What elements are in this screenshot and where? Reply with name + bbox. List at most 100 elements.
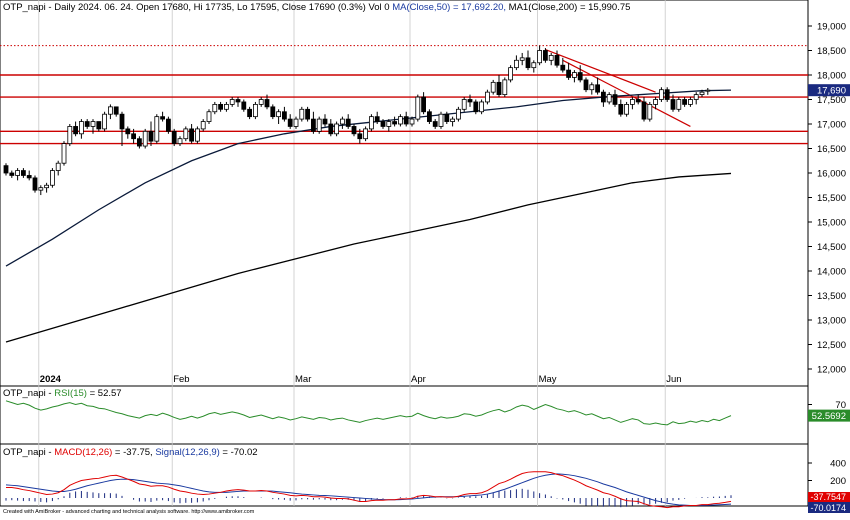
candle xyxy=(148,121,154,147)
candle-body xyxy=(606,94,612,103)
candle xyxy=(606,92,612,105)
candle-body xyxy=(676,99,682,110)
candle-body xyxy=(50,170,55,186)
candle xyxy=(241,99,247,112)
price-axis-label: 12,000 xyxy=(817,365,846,376)
candle xyxy=(212,101,218,115)
candle xyxy=(281,106,287,122)
candle xyxy=(484,89,490,105)
candle-body xyxy=(90,121,96,127)
candle xyxy=(363,126,369,142)
candle-body xyxy=(9,172,15,176)
candle-body xyxy=(577,72,583,81)
date-axis-label: 2024 xyxy=(40,374,62,385)
candle-body xyxy=(171,130,177,145)
candle-body xyxy=(664,89,670,100)
candle xyxy=(345,114,351,129)
candle xyxy=(131,128,137,144)
candle-body xyxy=(415,96,421,120)
candle-body xyxy=(612,94,618,105)
candle xyxy=(293,116,299,129)
candle xyxy=(38,185,44,196)
candle xyxy=(247,106,253,120)
candle xyxy=(421,92,427,115)
candle-body xyxy=(473,101,479,113)
candle xyxy=(73,121,78,137)
candle xyxy=(589,82,595,95)
price-axis-label: 14,500 xyxy=(817,242,846,253)
candle xyxy=(664,87,670,102)
candle-body xyxy=(148,130,154,142)
price-axis-label: 13,000 xyxy=(817,316,846,327)
candle xyxy=(630,97,635,110)
candle-body xyxy=(397,116,403,125)
candle xyxy=(305,106,311,122)
candle-body xyxy=(374,116,380,122)
candle-body xyxy=(316,118,322,132)
candle-body xyxy=(554,55,560,66)
candle xyxy=(102,111,107,132)
channel-upper-line xyxy=(545,48,656,93)
candle xyxy=(119,111,125,147)
candle-body xyxy=(125,128,131,135)
candle xyxy=(26,170,32,181)
candle xyxy=(479,99,485,115)
candle-body xyxy=(322,118,328,125)
rsi-panel-title: OTP_napi - RSI(15) = 52.57 xyxy=(3,388,122,399)
candle xyxy=(357,128,363,144)
candle-body xyxy=(403,116,409,125)
date-axis-label: Feb xyxy=(173,374,189,385)
channel-lower-line xyxy=(562,59,691,127)
candle-body xyxy=(154,116,160,142)
candle xyxy=(403,111,409,127)
candle-body xyxy=(15,170,21,176)
candle-body xyxy=(641,101,647,120)
candle-body xyxy=(73,126,78,135)
candle xyxy=(334,121,340,137)
candle xyxy=(183,126,189,142)
candle xyxy=(514,55,519,71)
candle-body xyxy=(194,128,200,142)
candle xyxy=(386,119,392,132)
candle-body xyxy=(67,126,73,144)
candle xyxy=(50,168,55,188)
candle-body xyxy=(281,111,287,120)
candle-body xyxy=(142,130,148,147)
candle xyxy=(688,97,693,107)
candle-body xyxy=(508,67,514,81)
candle xyxy=(467,94,473,107)
candle-body xyxy=(479,101,485,113)
candle-body xyxy=(339,118,345,125)
macd-last-value-label: -37.7547 xyxy=(810,492,846,502)
candle-body xyxy=(96,121,102,130)
candle-body xyxy=(502,79,508,96)
candle xyxy=(577,65,583,83)
candle-body xyxy=(26,175,32,179)
candle xyxy=(276,109,282,124)
candle-body xyxy=(467,99,473,103)
candle-body xyxy=(630,99,635,105)
signal-legend-value: = -70.02 xyxy=(220,447,258,458)
candle-body xyxy=(635,99,641,103)
candle xyxy=(455,106,461,122)
candle xyxy=(206,109,212,124)
candle-body xyxy=(108,106,113,115)
candle-body xyxy=(119,113,125,130)
candle-body xyxy=(3,165,9,174)
price-axis-label: 18,500 xyxy=(817,46,846,57)
candle xyxy=(84,119,90,129)
ma200-line xyxy=(5,172,732,343)
candle-body xyxy=(583,79,589,91)
candle-body xyxy=(235,99,241,103)
candle xyxy=(316,116,322,134)
candle xyxy=(177,136,183,147)
candle xyxy=(450,116,456,127)
candle xyxy=(473,99,479,115)
candle xyxy=(229,97,235,107)
candle-body xyxy=(136,138,142,147)
candle-body xyxy=(258,99,264,105)
candle-body xyxy=(461,99,467,110)
candle xyxy=(125,126,131,139)
rsi-axis-label: 70 xyxy=(835,400,846,411)
